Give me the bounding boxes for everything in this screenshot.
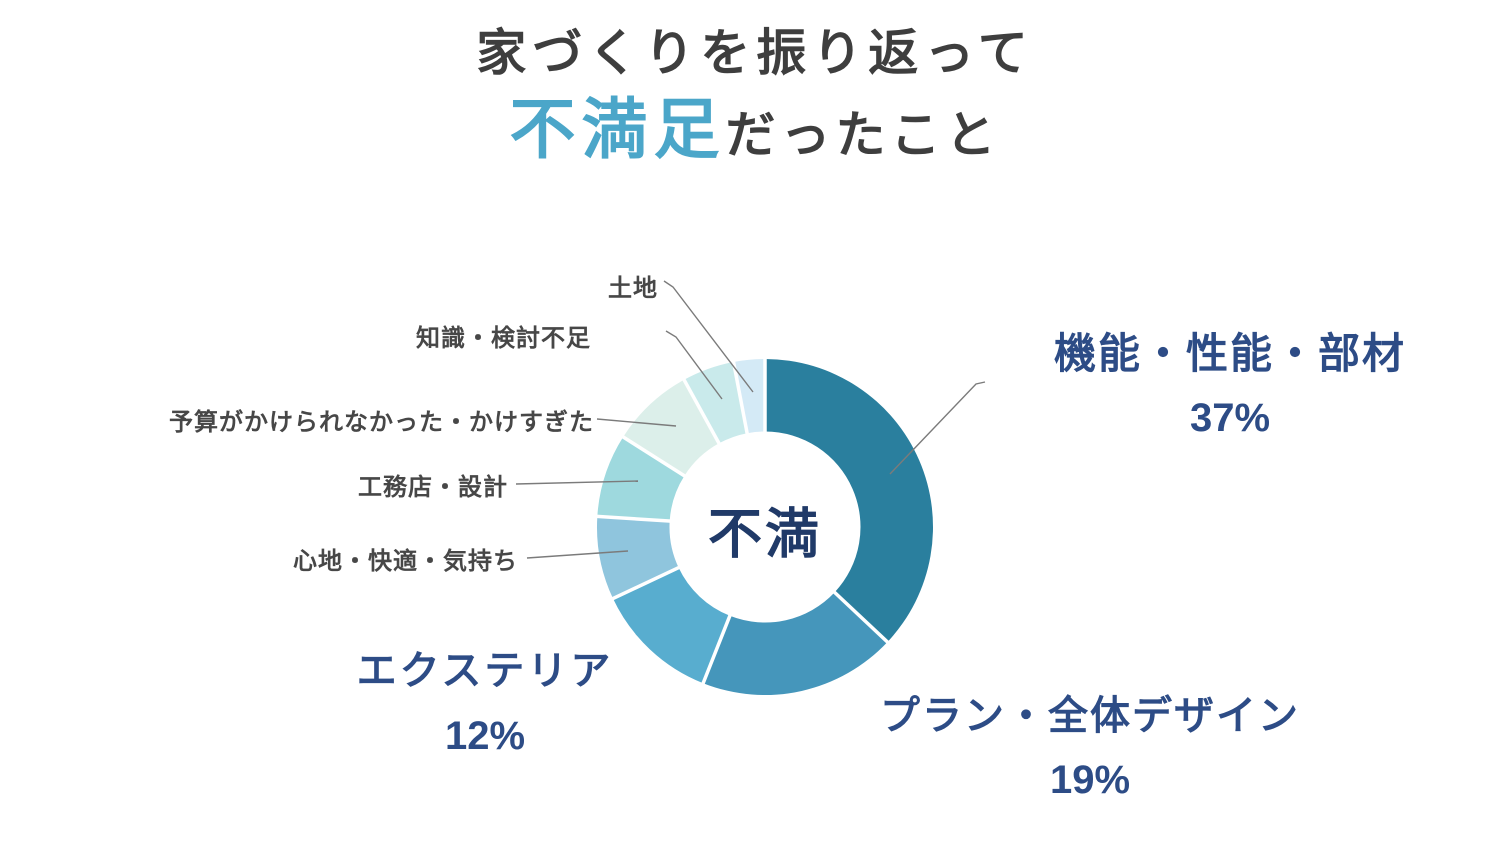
title-rest: だったこと	[725, 107, 1001, 163]
segment-value-plan: 19%	[1049, 758, 1131, 802]
donut-segment-3	[596, 516, 679, 599]
donut-segment-2	[612, 567, 730, 684]
segment-label-plan: プラン・全体デザイン	[880, 694, 1300, 738]
segment-value-functions: 37%	[1189, 396, 1271, 440]
page-title: 家づくりを振り返って 不満足だったこと	[0, 28, 1510, 162]
title-highlight: 不満足	[509, 92, 726, 166]
segment-label-knowledge: 知識・検討不足	[416, 325, 591, 352]
donut-segment-4	[597, 436, 685, 521]
segment-label-comfort: 心地・快適・気持ち	[293, 548, 518, 575]
donut-segment-1	[703, 592, 888, 695]
segment-label-builder: 工務店・設計	[358, 474, 508, 501]
segment-gap-2	[700, 610, 734, 687]
segment-label-budget: 予算がかけられなかった・かけすぎた	[169, 409, 594, 436]
segment-gap-1	[829, 587, 891, 646]
segment-gap-5	[619, 433, 690, 481]
segment-label-land: 土地	[608, 275, 658, 302]
segment-value-exterior: 12%	[444, 714, 526, 758]
segment-gap-4	[595, 514, 676, 524]
segment-gap-3	[609, 563, 685, 602]
segment-label-functions: 機能・性能・部材	[1053, 330, 1406, 377]
title-line-2: 不満足だったこと	[0, 96, 1510, 162]
segment-label-exterior: エクステリア	[356, 649, 614, 693]
title-line-1: 家づくりを振り返って	[476, 25, 1034, 81]
donut-center-label: 不満	[708, 504, 822, 565]
